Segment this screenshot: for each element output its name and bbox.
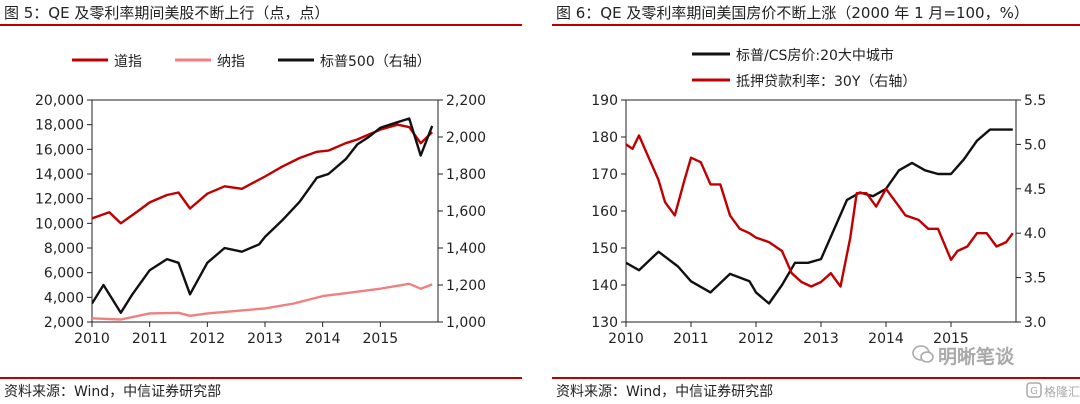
left-y-tick-label: 8,000 [44, 241, 84, 257]
left-chart-title: 图 5：QE 及零利率期间美股不断上行（点，点） [4, 4, 330, 22]
left-legend: 道指 纳指 标普500（右轴） [72, 54, 431, 70]
right-plot-area [626, 128, 1014, 305]
right-chart: 标普/CS房价:20大中城市 抵押贷款利率：30Y（右轴） 1901801701… [591, 47, 1046, 347]
right-y2-tick-label: 3.5 [1024, 271, 1046, 287]
left-y2-tick-label: 2,200 [446, 93, 486, 109]
right-series-line-0 [626, 128, 1013, 305]
legend-label-dow: 道指 [114, 54, 142, 70]
right-title-rule [552, 24, 1080, 26]
left-axes: 20,000 18,000 16,000 14,000 12,000 10,000 8,00… [35, 93, 486, 347]
left-title-rule [0, 24, 522, 26]
watermark-name: 明晰笔谈 [938, 346, 1015, 368]
wechat-icon [912, 345, 934, 363]
right-y-tick-label: 130 [591, 315, 618, 331]
watermark-badge: 格隆汇 [1044, 385, 1080, 399]
left-y2-tick-label: 1,200 [446, 278, 486, 294]
left-y2-tick-label: 1,000 [446, 315, 486, 331]
left-x-tick-label: 2015 [363, 331, 399, 347]
right-x-tick-label: 2015 [933, 331, 969, 347]
right-y-tick-label: 180 [591, 130, 618, 146]
left-y-tick-label: 14,000 [35, 167, 84, 183]
left-y-tick-label: 6,000 [44, 266, 84, 282]
right-y-tick-label: 150 [591, 241, 618, 257]
right-y2-tick-label: 4.0 [1024, 226, 1046, 242]
right-source-rule [552, 377, 1080, 379]
gelonghui-logo-icon: G [1026, 382, 1042, 398]
right-series-line-1 [626, 134, 1014, 288]
legend-label-nasdaq: 纳指 [217, 54, 245, 70]
left-chart: 道指 纳指 标普500（右轴） 20,000 18,000 16,000 14,000… [35, 54, 486, 347]
right-chart-title: 图 6：QE 及零利率期间美国房价不断上涨（2000 年 1 月=100，%） [556, 4, 1029, 22]
left-source: 资料来源：Wind，中信证券研究部 [4, 384, 222, 400]
left-x-tick-label: 2012 [190, 331, 226, 347]
right-source: 资料来源：Wind，中信证券研究部 [556, 384, 774, 400]
left-y-tick-label: 10,000 [35, 216, 84, 232]
right-x-tick-label: 2014 [868, 331, 904, 347]
right-x-tick-label: 2011 [673, 331, 709, 347]
legend-label-mortgage: 抵押贷款利率：30Y（右轴） [736, 73, 916, 90]
left-x-tick-label: 2010 [74, 331, 110, 347]
left-y-tick-label: 20,000 [35, 93, 84, 109]
left-y2-tick-label: 1,800 [446, 167, 486, 183]
left-y2-tick-label: 1,600 [446, 204, 486, 220]
left-y-tick-label: 16,000 [35, 142, 84, 158]
right-y-tick-label: 160 [591, 204, 618, 220]
svg-text:G: G [1030, 386, 1038, 397]
right-y2-tick-label: 3.0 [1024, 315, 1046, 331]
right-x-tick-label: 2010 [608, 331, 644, 347]
right-x-tick-label: 2013 [803, 331, 839, 347]
left-y2-tick-label: 1,400 [446, 241, 486, 257]
left-y-tick-label: 18,000 [35, 118, 84, 134]
right-y2-tick-label: 5.5 [1024, 93, 1046, 109]
left-source-rule [0, 377, 522, 379]
right-y2-tick-label: 4.5 [1024, 182, 1046, 198]
right-x-tick-label: 2012 [738, 331, 774, 347]
right-legend: 标普/CS房价:20大中城市 抵押贷款利率：30Y（右轴） [692, 47, 916, 90]
right-y-tick-label: 170 [591, 167, 618, 183]
left-x-tick-label: 2011 [132, 331, 168, 347]
left-y2-tick-label: 2,000 [446, 130, 486, 146]
left-y-tick-label: 4,000 [44, 290, 84, 306]
left-x-tick-label: 2013 [247, 331, 283, 347]
legend-label-hpi: 标普/CS房价:20大中城市 [736, 47, 894, 64]
right-y-tick-label: 190 [591, 93, 618, 109]
right-axes: 190 180 170 160 150 140 130 5.5 5.0 4.5 4.0 3.5 3.0 2… [591, 93, 1046, 347]
legend-label-sp500: 标普500（右轴） [320, 54, 431, 70]
right-y-tick-label: 140 [591, 278, 618, 294]
left-y-tick-label: 12,000 [35, 192, 84, 208]
left-series-line-0 [92, 123, 434, 225]
left-y-tick-label: 2,000 [44, 315, 84, 331]
left-series-line-1 [92, 282, 433, 321]
left-x-tick-label: 2014 [305, 331, 341, 347]
right-plot-frame [625, 99, 1017, 323]
right-y2-tick-label: 5.0 [1024, 137, 1046, 153]
left-plot-area [92, 117, 434, 321]
left-series-line-2 [92, 117, 434, 314]
